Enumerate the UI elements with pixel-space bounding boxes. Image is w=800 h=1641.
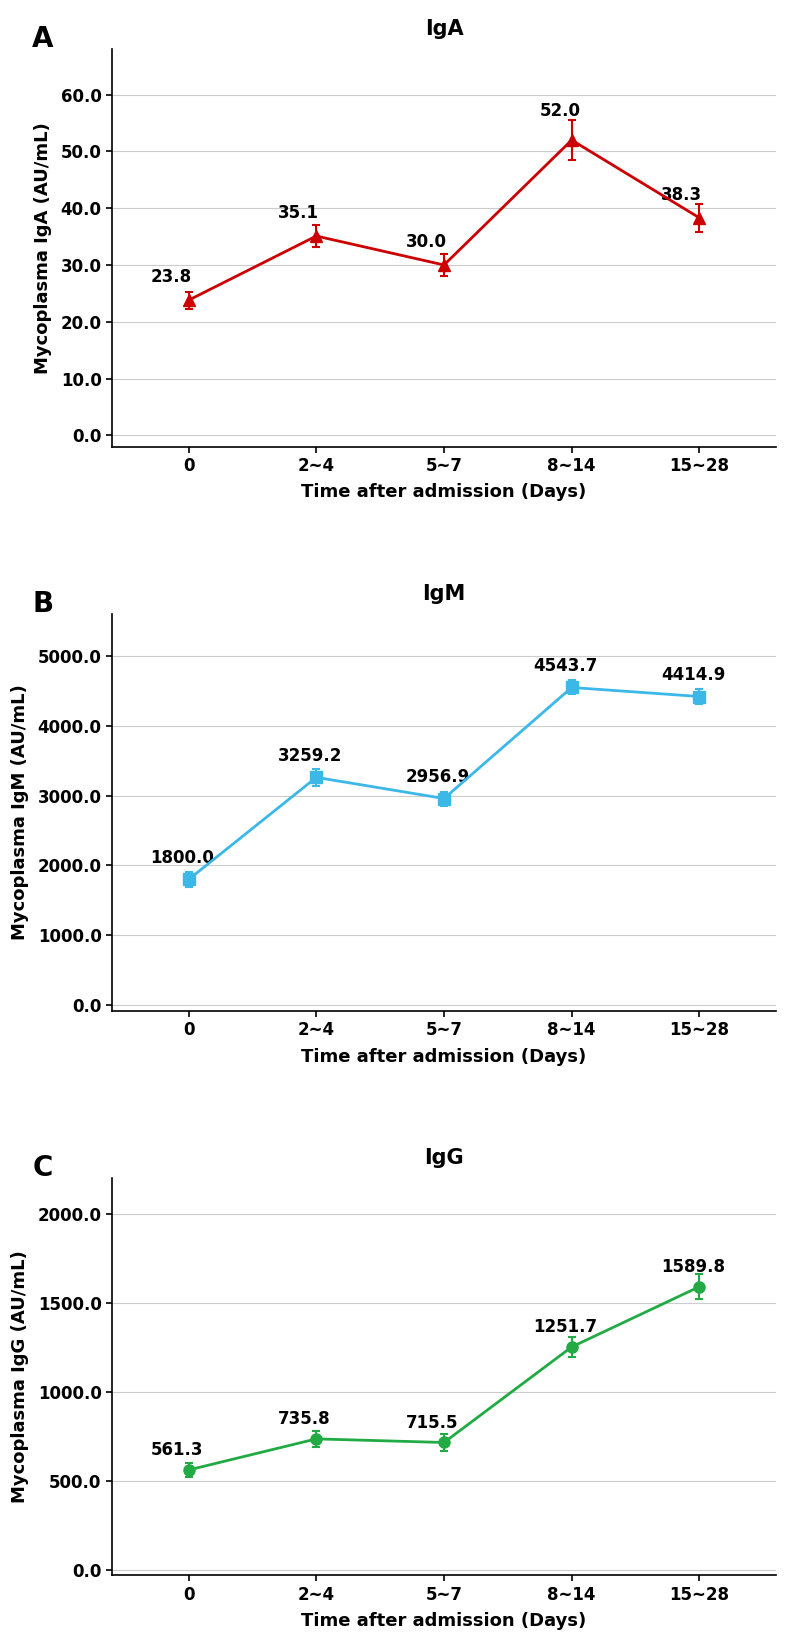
Text: 735.8: 735.8 <box>278 1410 330 1428</box>
Text: 23.8: 23.8 <box>150 267 191 286</box>
Text: 1800.0: 1800.0 <box>150 848 214 866</box>
Text: 561.3: 561.3 <box>150 1441 203 1459</box>
X-axis label: Time after admission (Days): Time after admission (Days) <box>302 484 586 502</box>
Text: 52.0: 52.0 <box>540 102 581 120</box>
Text: 715.5: 715.5 <box>406 1415 458 1433</box>
Text: 3259.2: 3259.2 <box>278 747 342 765</box>
Text: 38.3: 38.3 <box>661 185 702 203</box>
Text: 4543.7: 4543.7 <box>534 656 598 674</box>
Text: 4414.9: 4414.9 <box>661 666 726 684</box>
Text: A: A <box>32 25 54 54</box>
Y-axis label: Mycoplasma IgM (AU/mL): Mycoplasma IgM (AU/mL) <box>11 684 30 940</box>
X-axis label: Time after admission (Days): Time after admission (Days) <box>302 1047 586 1065</box>
Title: IgA: IgA <box>425 20 463 39</box>
Y-axis label: Mycoplasma IgG (AU/mL): Mycoplasma IgG (AU/mL) <box>11 1250 30 1503</box>
Text: 1589.8: 1589.8 <box>661 1259 725 1277</box>
Title: IgG: IgG <box>424 1149 464 1168</box>
Title: IgM: IgM <box>422 584 466 604</box>
Text: 2956.9: 2956.9 <box>406 768 470 786</box>
Y-axis label: Mycoplasma IgA (AU/mL): Mycoplasma IgA (AU/mL) <box>34 121 52 374</box>
Text: C: C <box>32 1154 53 1182</box>
Text: 35.1: 35.1 <box>278 203 319 222</box>
X-axis label: Time after admission (Days): Time after admission (Days) <box>302 1611 586 1630</box>
Text: 30.0: 30.0 <box>406 233 446 251</box>
Text: B: B <box>32 589 54 617</box>
Text: 1251.7: 1251.7 <box>534 1318 598 1336</box>
